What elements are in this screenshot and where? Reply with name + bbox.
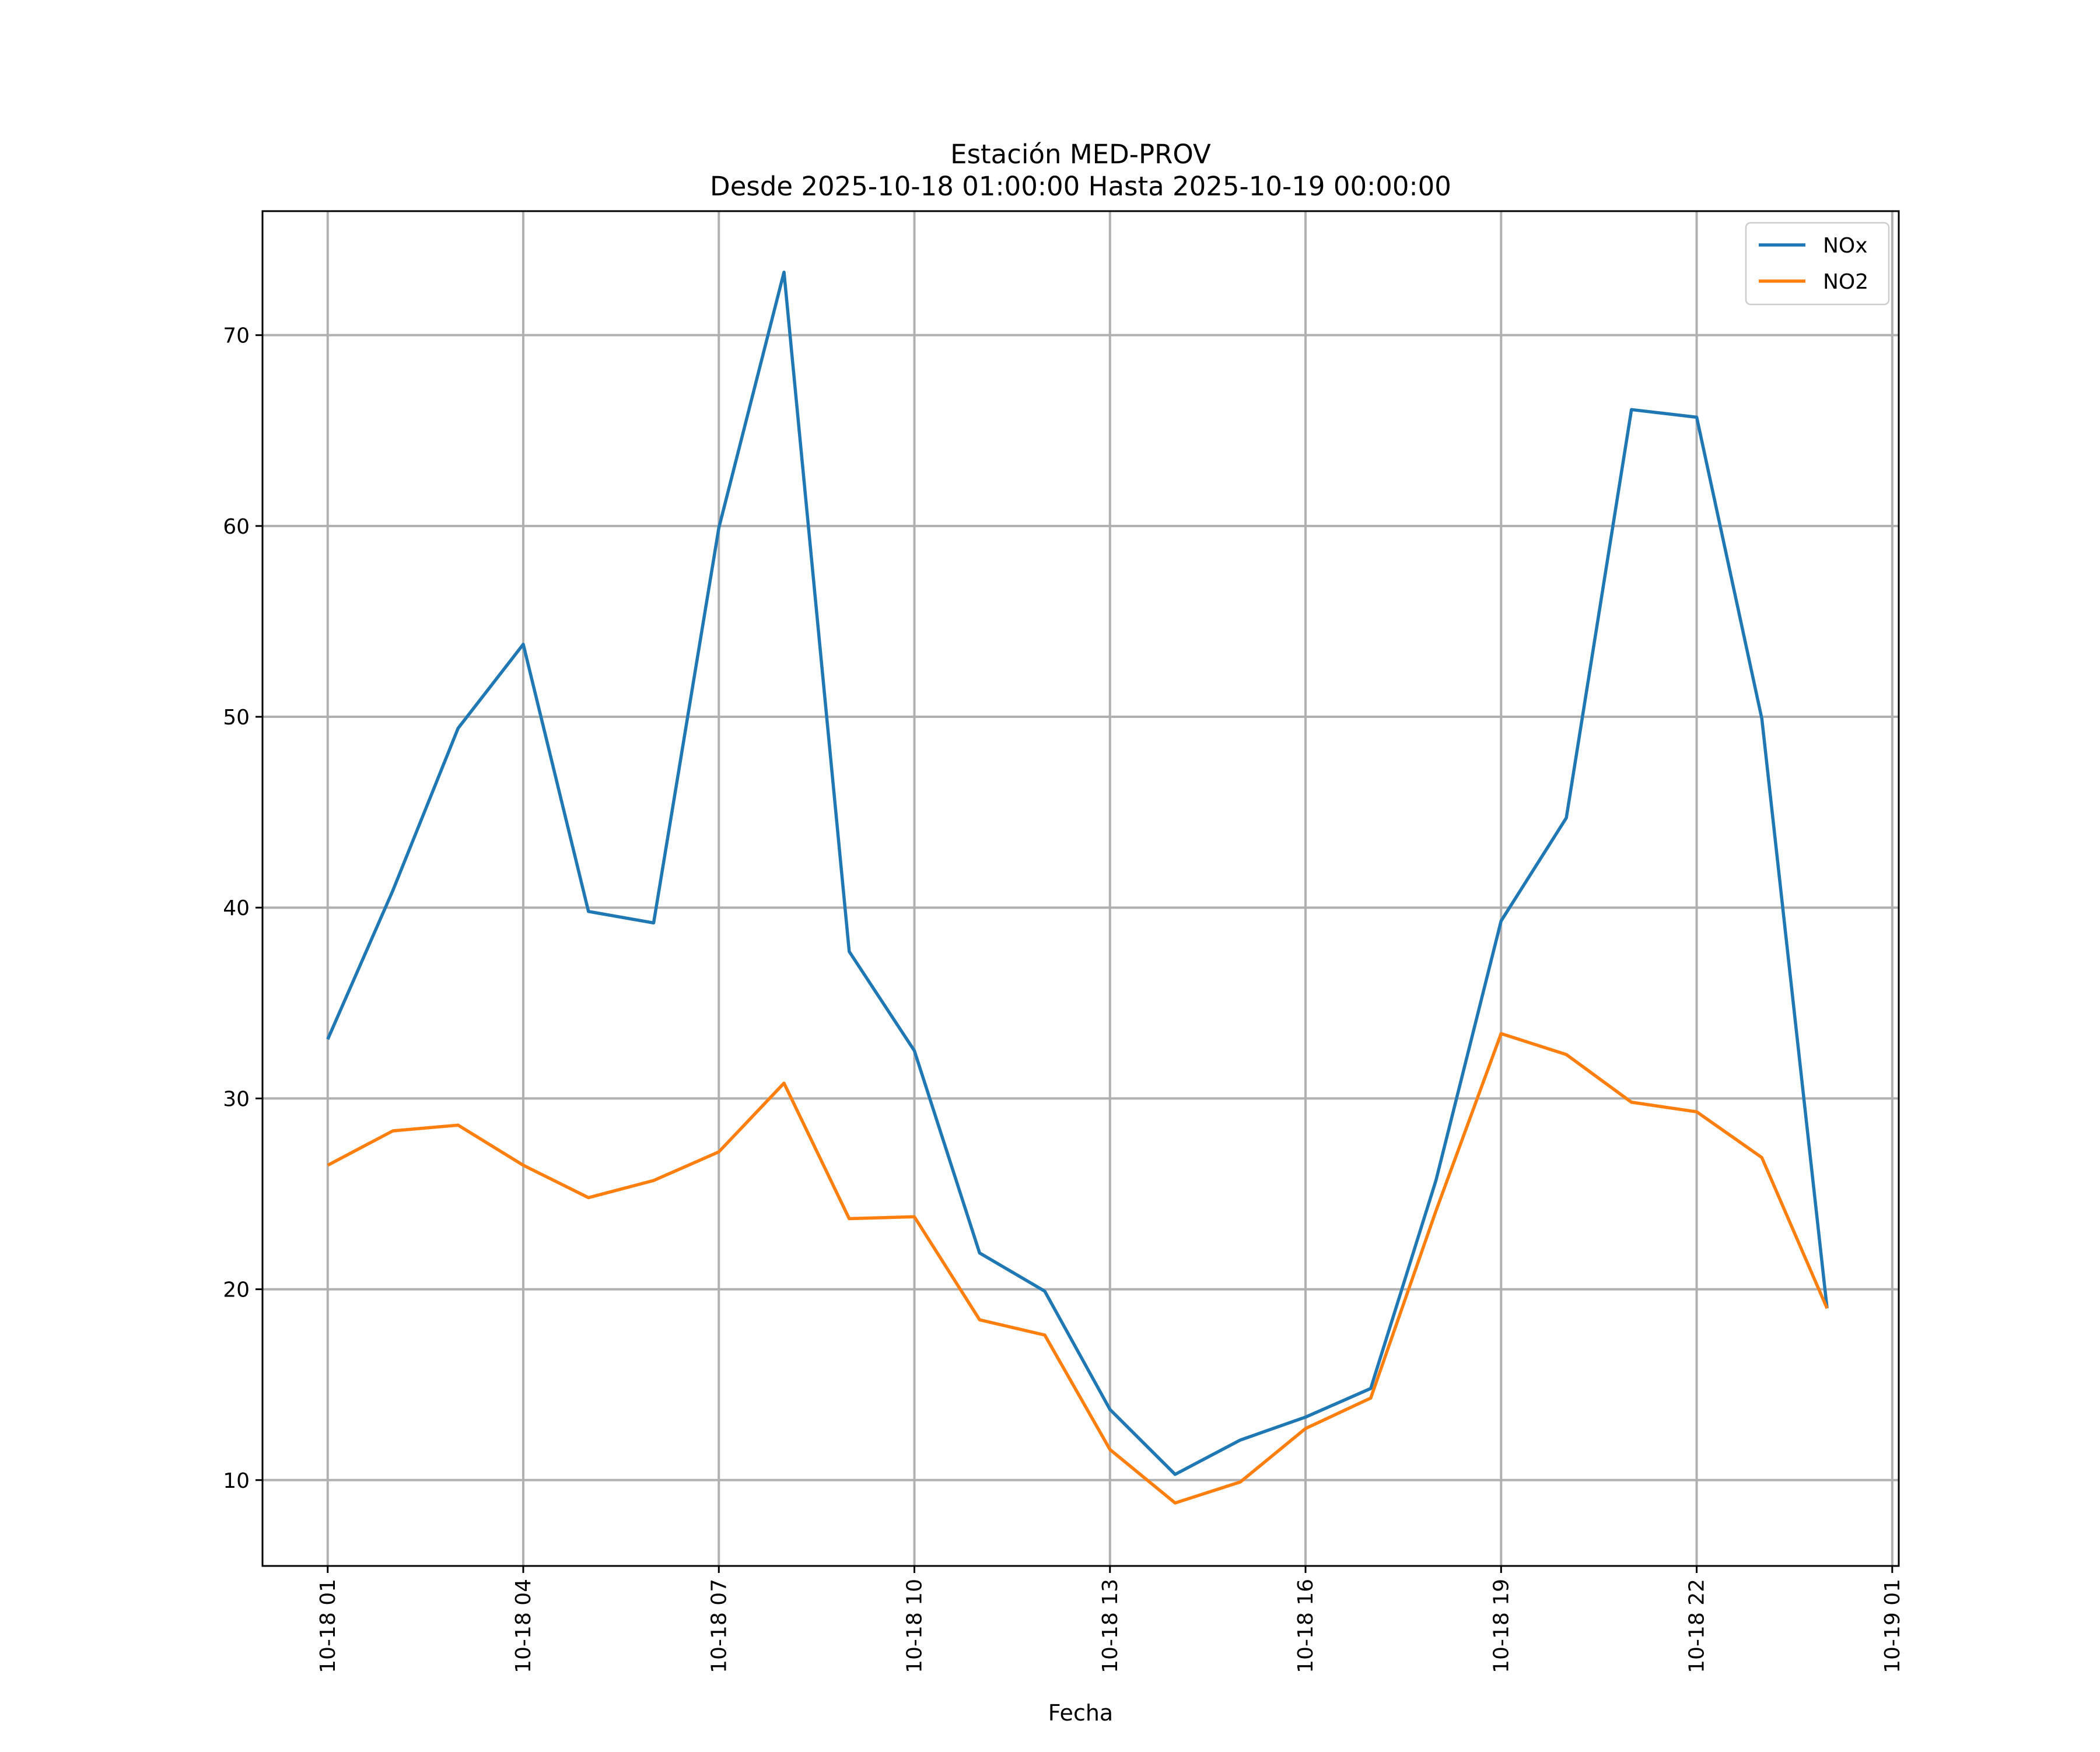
x-tick-label: 10-18 07 xyxy=(707,1579,731,1673)
data-point-nox xyxy=(1695,415,1699,419)
x-tick-label: 10-18 13 xyxy=(1098,1579,1122,1673)
chart-subtitle: Desde 2025-10-18 01:00:00 Hasta 2025-10-… xyxy=(710,171,1451,202)
data-point-nox xyxy=(1304,1415,1307,1419)
data-point-no2 xyxy=(1499,1032,1503,1035)
data-point-no2 xyxy=(1434,1209,1438,1213)
series-line-nox xyxy=(326,270,1829,1476)
data-point-nox xyxy=(1760,717,1763,720)
data-point-nox xyxy=(1434,1179,1438,1182)
data-point-nox xyxy=(782,271,786,274)
data-point-no2 xyxy=(1238,1480,1242,1484)
chart-title: Estación MED-PROV xyxy=(950,139,1211,170)
data-point-nox xyxy=(1108,1408,1112,1411)
data-point-nox xyxy=(652,921,656,924)
data-point-nox xyxy=(391,889,395,892)
data-point-nox xyxy=(848,949,851,953)
x-tick-label: 10-18 10 xyxy=(903,1579,927,1673)
data-point-no2 xyxy=(1760,1156,1763,1159)
data-point-nox xyxy=(587,910,590,913)
series-line-no2 xyxy=(327,1032,1829,1505)
y-tick-label: 60 xyxy=(223,515,250,539)
legend-frame xyxy=(1745,222,1890,306)
data-point-nox xyxy=(1043,1290,1046,1293)
x-tick-label: 10-18 04 xyxy=(512,1579,536,1673)
data-point-no2 xyxy=(1304,1427,1307,1430)
data-point-nox xyxy=(1630,408,1633,411)
data-point-no2 xyxy=(1695,1110,1699,1113)
y-tick-label: 10 xyxy=(223,1469,250,1493)
legend-label-nox: NOx xyxy=(1823,234,1868,258)
data-point-no2 xyxy=(456,1123,460,1127)
data-point-nox xyxy=(522,643,525,646)
x-axis-ticks: 10-18 01 10-18 04 10-18 07 10-18 10 10-18 13… xyxy=(316,1566,1905,1673)
plot-area-frame xyxy=(261,210,1900,1567)
data-point-no2 xyxy=(587,1196,590,1200)
data-point-no2 xyxy=(391,1129,395,1133)
data-point-no2 xyxy=(1564,1053,1568,1056)
data-point-no2 xyxy=(1043,1333,1046,1337)
data-point-no2 xyxy=(1174,1501,1177,1505)
data-point-nox xyxy=(1174,1473,1177,1476)
y-tick-label: 70 xyxy=(223,324,250,348)
data-point-no2 xyxy=(913,1215,916,1218)
legend-label-no2: NO2 xyxy=(1823,270,1868,294)
x-tick-label: 10-18 22 xyxy=(1685,1579,1709,1673)
x-tick-label: 10-19 01 xyxy=(1881,1579,1905,1673)
data-point-nox xyxy=(326,1038,330,1041)
y-tick-label: 30 xyxy=(223,1087,250,1111)
data-point-nox xyxy=(717,526,720,530)
data-point-nox xyxy=(1564,816,1568,819)
legend: NOx NO2 xyxy=(1745,222,1890,306)
data-point-no2 xyxy=(1825,1306,1829,1310)
data-point-no2 xyxy=(522,1164,525,1167)
y-tick-label: 20 xyxy=(223,1278,250,1302)
data-point-no2 xyxy=(717,1150,720,1154)
grid xyxy=(262,211,1899,1566)
x-tick-label: 10-18 16 xyxy=(1294,1579,1318,1673)
data-point-nox xyxy=(1499,919,1503,923)
data-point-nox xyxy=(978,1251,981,1255)
data-point-nox xyxy=(1238,1438,1242,1442)
y-tick-label: 50 xyxy=(223,706,250,730)
data-point-no2 xyxy=(326,1164,330,1167)
y-axis-ticks: 10 20 30 40 50 60 70 xyxy=(223,324,262,1493)
x-tick-label: 10-18 19 xyxy=(1489,1579,1513,1673)
data-point-no2 xyxy=(848,1217,851,1221)
data-point-no2 xyxy=(1369,1396,1373,1400)
data-point-no2 xyxy=(652,1179,656,1182)
x-axis-label: Fecha xyxy=(1048,1700,1113,1726)
data-point-nox xyxy=(913,1049,916,1053)
data-point-no2 xyxy=(1630,1101,1633,1104)
x-tick-label: 10-18 01 xyxy=(316,1579,340,1673)
data-point-no2 xyxy=(978,1318,981,1322)
data-point-no2 xyxy=(1108,1448,1112,1451)
series-lines xyxy=(326,270,1829,1505)
data-point-no2 xyxy=(782,1081,786,1085)
y-tick-label: 40 xyxy=(223,896,250,920)
data-point-nox xyxy=(456,727,460,730)
